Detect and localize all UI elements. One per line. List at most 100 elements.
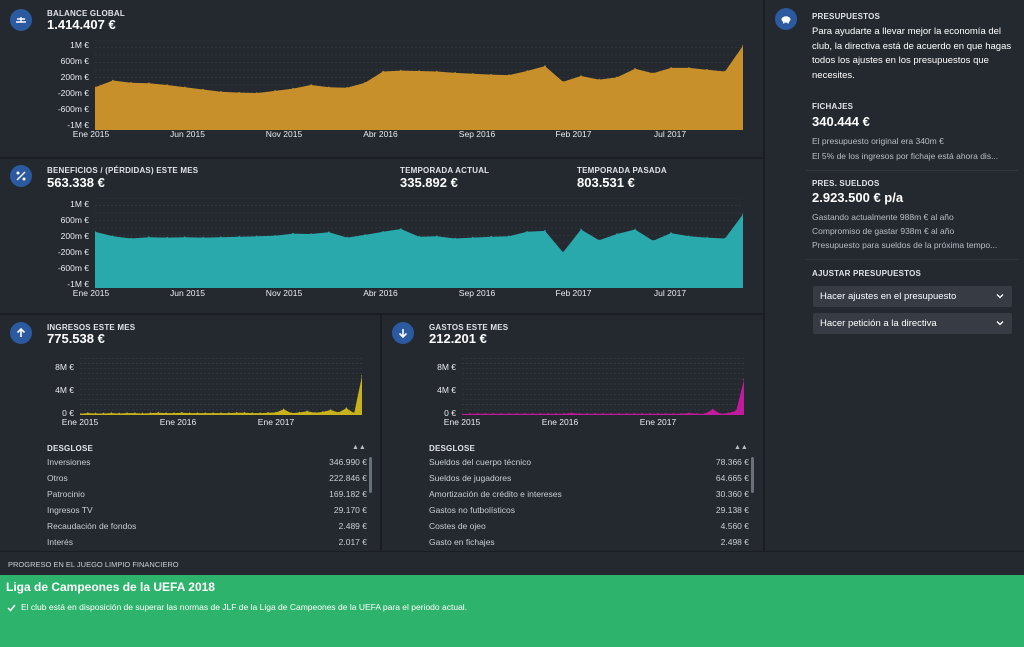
data-point [711, 408, 714, 411]
data-point [238, 235, 240, 238]
data-point [328, 231, 330, 233]
data-point [400, 228, 402, 230]
data-point [719, 412, 722, 415]
chevron-down-icon [996, 294, 1004, 299]
data-point [562, 251, 564, 254]
table-row[interactable]: Gasto en fichajes 2.498 € [429, 535, 749, 551]
data-point [436, 70, 438, 73]
data-point [492, 412, 495, 415]
data-point [617, 412, 620, 415]
x-tick-label: Jun 2015 [170, 129, 205, 139]
data-point [462, 413, 463, 415]
ffp-strip-label: PROGRESO EN EL JUEGO LIMPIO FINANCIERO [8, 560, 179, 569]
data-point [704, 412, 706, 415]
y-tick-label: -1M € [67, 120, 89, 130]
table-row[interactable]: Sueldos del cuerpo técnico 78.366 € [429, 455, 749, 471]
x-tick-label: Ene 2016 [159, 417, 197, 427]
row-name: Patrocinio [47, 489, 85, 499]
wages-note: Compromiso de gastar 938m € al año [812, 226, 955, 236]
sort-icon[interactable]: ▲▲ [734, 444, 748, 451]
series-area [95, 45, 743, 130]
data-point [641, 412, 643, 415]
data-point [555, 412, 557, 415]
data-point [490, 235, 492, 238]
data-point [652, 72, 654, 75]
expenses-chart [462, 353, 744, 415]
adjust-budget-dropdown-label: Hacer ajustes en el presupuesto [820, 291, 957, 302]
income-breakdown-label: DESGLOSE [47, 444, 94, 453]
data-point [290, 412, 293, 414]
data-point [166, 236, 168, 239]
data-point [202, 236, 204, 239]
data-point [688, 67, 690, 69]
budgets-intro: Para ayudarte a llevar mejor la economía… [812, 26, 1012, 81]
data-point [544, 65, 546, 67]
adjust-budgets-label: AJUSTAR PRESUPUESTOS [812, 269, 922, 278]
data-point [400, 69, 402, 72]
table-row[interactable]: Interés 2.017 € [47, 535, 367, 551]
y-tick-label: 8M € [55, 362, 74, 372]
data-point [664, 412, 667, 415]
table-row[interactable]: Sueldos de jugadores 64.665 € [429, 471, 749, 487]
ffp-panel: Liga de Campeones de la UEFA 2018 El clu… [0, 575, 1024, 647]
adjust-budget-dropdown[interactable]: Hacer ajustes en el presupuesto [813, 286, 1012, 307]
data-point [346, 236, 348, 239]
data-point [472, 236, 474, 239]
table-row[interactable]: Ingresos TV 29.170 € [47, 503, 367, 519]
data-point [184, 236, 186, 238]
y-tick-label: 4M € [55, 385, 74, 395]
data-point [634, 68, 636, 70]
data-point [586, 412, 589, 415]
data-point [516, 412, 518, 415]
row-name: Amortización de crédito e intereses [429, 489, 562, 499]
balance-label: BALANCE GLOBAL [47, 9, 125, 18]
x-tick-label: Ene 2016 [541, 417, 579, 427]
data-point [337, 411, 340, 414]
table-row[interactable]: Patrocinio 169.182 € [47, 487, 367, 503]
data-point [275, 411, 277, 414]
row-name: Sueldos del cuerpo técnico [429, 457, 532, 467]
data-point [259, 412, 261, 414]
data-point [670, 232, 672, 234]
expenses-label: GASTOS ESTE MES [429, 323, 509, 332]
income-label: INGRESOS ESTE MES [47, 323, 136, 332]
data-point [322, 411, 324, 413]
data-point [292, 232, 294, 235]
table-row[interactable]: Inversiones 346.990 € [47, 455, 367, 471]
table-row[interactable]: Gastos no futbolísticos 29.138 € [429, 503, 749, 519]
board-request-dropdown[interactable]: Hacer petición a la directiva [813, 313, 1012, 334]
data-point [141, 412, 144, 415]
data-point [727, 412, 730, 414]
separator [806, 259, 1018, 260]
row-value: 2.498 € [720, 537, 749, 547]
data-point [267, 412, 269, 414]
y-tick-label: -600m € [57, 104, 89, 114]
table-row[interactable]: Otros 222.846 € [47, 471, 367, 487]
data-point [652, 239, 654, 242]
data-point [508, 74, 510, 76]
y-tick-label: 600m € [60, 56, 89, 66]
table-row[interactable]: Costes de ojeo 4.560 € [429, 519, 749, 535]
arrow-up-icon [10, 322, 32, 344]
income-scrollbar[interactable] [369, 457, 372, 493]
data-point [657, 412, 659, 415]
y-tick-label: 0 € [444, 408, 456, 418]
data-point [633, 412, 636, 415]
row-name: Gastos no futbolísticos [429, 505, 515, 515]
data-point [292, 87, 294, 90]
expenses-scrollbar[interactable] [751, 457, 754, 493]
table-row[interactable]: Recaudación de fondos 2.489 € [47, 519, 367, 535]
transfers-note: El presupuesto original era 340m € [812, 136, 944, 146]
row-name: Costes de ojeo [429, 521, 486, 531]
data-point [539, 412, 542, 415]
data-point [328, 86, 330, 89]
data-point [526, 70, 528, 72]
table-row[interactable]: Amortización de crédito e intereses 30.36… [429, 487, 749, 503]
separator [806, 170, 1018, 171]
data-point [134, 412, 136, 414]
board-request-dropdown-label: Hacer petición a la directiva [820, 318, 937, 329]
data-point [256, 235, 258, 238]
data-point [220, 90, 222, 93]
sort-icon[interactable]: ▲▲ [352, 444, 366, 451]
data-point [204, 412, 207, 414]
